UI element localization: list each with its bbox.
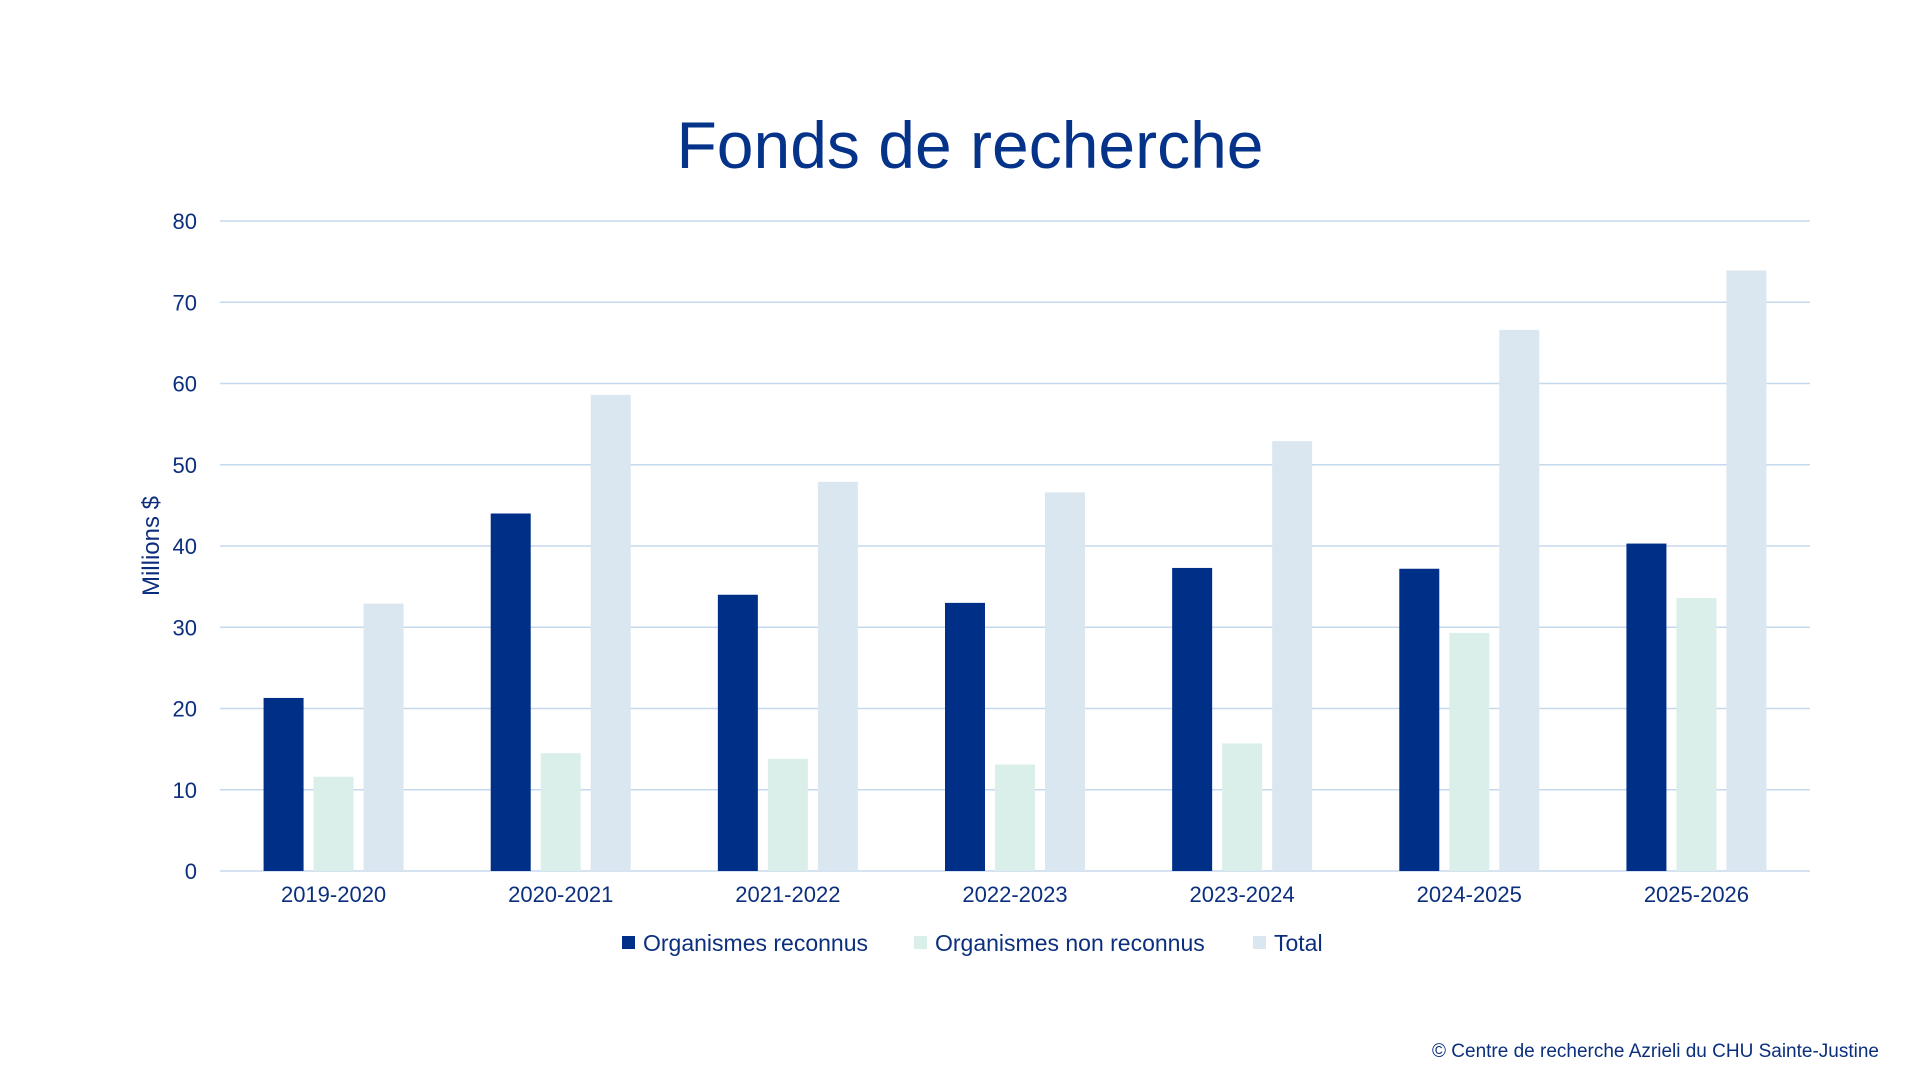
y-tick-label: 80 bbox=[173, 209, 197, 234]
legend-label: Organismes reconnus bbox=[643, 930, 868, 956]
legend-swatch bbox=[622, 936, 635, 949]
footer-credit: © Centre de recherche Azrieli du CHU Sai… bbox=[1432, 1041, 1879, 1062]
bar bbox=[767, 758, 808, 871]
y-tick-label: 20 bbox=[173, 697, 197, 722]
bar bbox=[717, 594, 758, 871]
y-tick-label: 40 bbox=[173, 534, 197, 559]
y-tick-label: 60 bbox=[173, 372, 197, 397]
bar bbox=[263, 697, 304, 871]
legend-swatch bbox=[1253, 936, 1266, 949]
x-tick-label: 2023-2024 bbox=[1190, 882, 1295, 907]
bar bbox=[1399, 568, 1440, 871]
bar bbox=[313, 776, 354, 871]
bar bbox=[1676, 598, 1717, 871]
legend-swatch bbox=[914, 936, 927, 949]
bar bbox=[1726, 270, 1767, 871]
bar bbox=[490, 513, 531, 871]
y-tick-label: 70 bbox=[173, 290, 197, 315]
bar bbox=[817, 481, 858, 871]
bar bbox=[1222, 743, 1263, 871]
x-tick-label: 2022-2023 bbox=[962, 882, 1067, 907]
x-tick-label: 2020-2021 bbox=[508, 882, 613, 907]
bar bbox=[1626, 543, 1667, 871]
x-tick-label: 2025-2026 bbox=[1644, 882, 1749, 907]
bar bbox=[540, 753, 581, 871]
y-tick-label: 10 bbox=[173, 778, 197, 803]
x-tick-label: 2021-2022 bbox=[735, 882, 840, 907]
bar bbox=[1172, 567, 1213, 871]
x-tick-label: 2019-2020 bbox=[281, 882, 386, 907]
y-tick-label: 0 bbox=[185, 859, 197, 884]
bar bbox=[590, 394, 631, 871]
y-tick-label: 30 bbox=[173, 615, 197, 640]
y-tick-label: 50 bbox=[173, 453, 197, 478]
bar bbox=[1045, 492, 1085, 871]
y-axis-label: Millions $ bbox=[138, 496, 165, 596]
legend-label: Organismes non reconnus bbox=[935, 930, 1205, 956]
chart-title: Fonds de recherche bbox=[676, 108, 1264, 182]
bar bbox=[1272, 441, 1313, 871]
bar bbox=[1449, 632, 1490, 871]
bar bbox=[945, 602, 985, 871]
bar bbox=[363, 603, 404, 871]
x-tick-label: 2024-2025 bbox=[1417, 882, 1522, 907]
bar bbox=[995, 764, 1035, 871]
legend-label: Total bbox=[1274, 930, 1323, 956]
bar bbox=[1499, 329, 1540, 871]
